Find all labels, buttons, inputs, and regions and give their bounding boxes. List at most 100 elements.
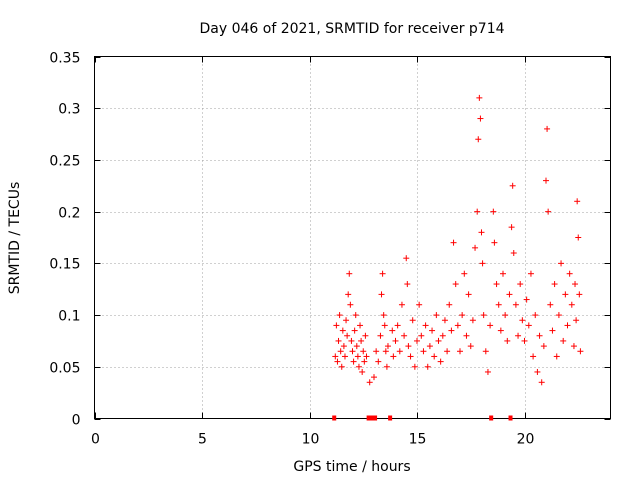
- data-point: [337, 348, 344, 355]
- data-point: [343, 317, 350, 324]
- data-point: [378, 291, 385, 298]
- data-point: [350, 358, 357, 365]
- data-gap-marker: [388, 415, 393, 421]
- data-point: [532, 312, 539, 319]
- data-points: [332, 94, 584, 386]
- data-gap-markers: [332, 415, 513, 421]
- data-point: [509, 182, 516, 189]
- data-point: [338, 363, 345, 370]
- data-point: [555, 312, 562, 319]
- data-point: [366, 379, 373, 386]
- data-point: [347, 301, 354, 308]
- data-point: [371, 374, 377, 381]
- data-point: [359, 368, 366, 375]
- data-point: [540, 343, 547, 350]
- data-point: [349, 348, 356, 355]
- data-gap-marker: [332, 415, 337, 421]
- data-point: [477, 115, 484, 122]
- data-point: [444, 348, 451, 355]
- data-point: [341, 353, 348, 360]
- data-point: [357, 322, 364, 329]
- data-point: [435, 337, 442, 344]
- data-point: [450, 239, 457, 246]
- data-point: [384, 343, 391, 350]
- data-point: [354, 353, 361, 360]
- data-point: [426, 343, 433, 350]
- data-point: [379, 270, 386, 277]
- tick-labels: 0 5 10 15 20 0 0.05 0.1 0.15 0.2 0.25 0.3 0.35: [49, 51, 534, 448]
- data-point: [382, 348, 389, 355]
- data-point: [576, 291, 583, 298]
- data-point: [490, 208, 497, 215]
- data-point: [398, 301, 405, 308]
- data-point: [336, 312, 343, 319]
- data-point: [521, 337, 528, 344]
- data-point: [360, 348, 367, 355]
- data-point: [558, 260, 565, 267]
- data-point: [457, 348, 463, 355]
- data-point: [352, 312, 359, 319]
- data-point: [407, 353, 414, 360]
- data-point: [508, 224, 515, 231]
- data-point: [544, 125, 551, 132]
- data-point: [381, 322, 388, 329]
- y-tick-label: 0.25: [49, 154, 80, 170]
- data-point: [474, 208, 481, 215]
- data-point: [439, 332, 446, 339]
- data-point: [536, 332, 543, 339]
- data-point: [437, 358, 444, 365]
- data-point: [564, 322, 571, 329]
- data-point: [543, 177, 549, 184]
- data-point: [409, 317, 416, 324]
- x-tick-label: 10: [302, 432, 320, 448]
- data-point: [405, 343, 412, 350]
- y-tick-label: 0: [72, 413, 81, 429]
- data-point: [515, 332, 522, 339]
- data-point: [480, 312, 487, 319]
- data-point: [383, 363, 390, 370]
- data-point: [414, 337, 420, 344]
- data-point: [574, 198, 581, 205]
- data-point: [431, 353, 438, 360]
- data-point: [500, 270, 506, 277]
- data-point: [420, 348, 427, 355]
- data-point: [345, 291, 352, 298]
- data-point: [566, 270, 573, 277]
- data-point: [497, 327, 504, 334]
- grid-lines: [94, 56, 611, 419]
- data-point: [482, 348, 489, 355]
- data-point: [549, 327, 556, 334]
- data-point: [467, 343, 474, 350]
- data-gap-marker: [366, 415, 371, 421]
- data-point: [478, 229, 485, 236]
- data-point: [484, 368, 491, 375]
- data-point: [454, 322, 461, 329]
- data-point: [390, 353, 397, 360]
- chart-title: Day 046 of 2021, SRMTID for receiver p71…: [199, 21, 504, 37]
- x-tick-label: 0: [91, 432, 100, 448]
- data-point: [418, 332, 425, 339]
- data-point: [433, 312, 440, 319]
- data-point: [422, 322, 429, 329]
- data-point: [334, 358, 341, 365]
- data-point: [344, 332, 351, 339]
- data-point: [487, 322, 494, 329]
- data-point: [575, 234, 582, 241]
- data-point: [373, 348, 380, 355]
- data-point: [459, 312, 466, 319]
- data-point: [401, 332, 408, 339]
- data-point: [551, 281, 558, 288]
- data-point: [562, 291, 569, 298]
- data-point: [568, 301, 575, 308]
- data-point: [479, 260, 486, 267]
- y-tick-label: 0.15: [49, 257, 80, 273]
- data-point: [380, 312, 387, 319]
- data-point: [361, 358, 368, 365]
- data-point: [560, 337, 567, 344]
- data-point: [461, 270, 468, 277]
- data-point: [506, 291, 513, 298]
- data-point: [335, 337, 342, 344]
- data-point: [495, 301, 502, 308]
- data-point: [491, 239, 498, 246]
- data-point: [504, 337, 511, 344]
